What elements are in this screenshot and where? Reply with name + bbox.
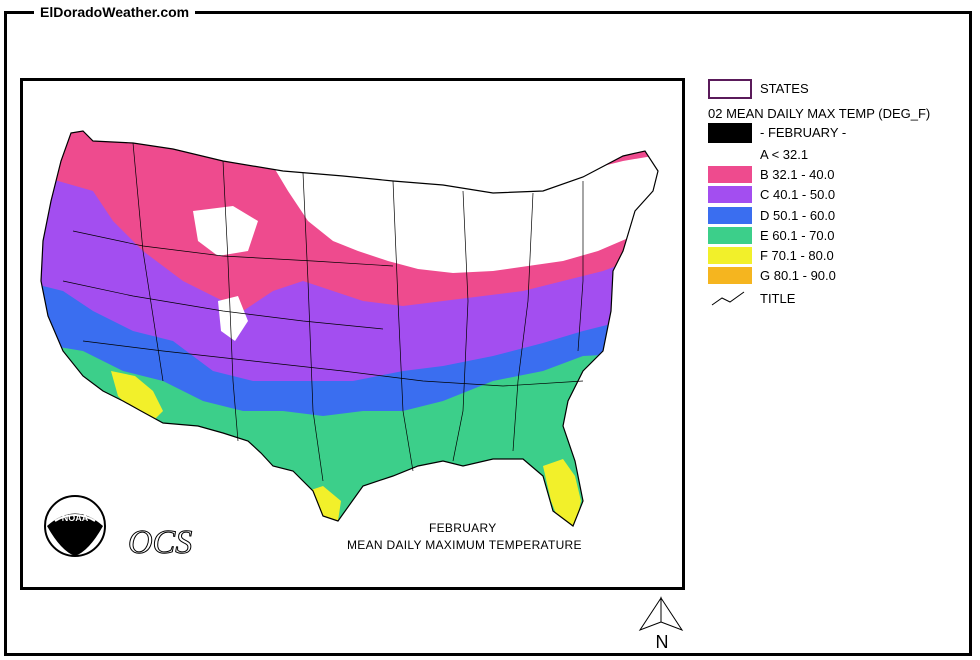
legend-class-label: A < 32.1: [760, 147, 809, 162]
legend-class-row: F 70.1 - 80.0: [708, 247, 834, 264]
map-caption-title: MEAN DAILY MAXIMUM TEMPERATURE: [347, 538, 582, 552]
site-title[interactable]: ElDoradoWeather.com: [34, 4, 196, 20]
legend-title-label: TITLE: [760, 291, 796, 306]
us-outline: [40, 130, 659, 527]
legend-class-label: B 32.1 - 40.0: [760, 167, 835, 183]
map-caption-month: FEBRUARY: [429, 521, 497, 535]
noaa-logo: NOAA: [44, 495, 106, 557]
legend-class-label: F 70.1 - 80.0: [760, 248, 834, 263]
legend-class-swatch: [708, 226, 752, 244]
month-swatch: [708, 122, 752, 143]
map-panel: NOAA OCS FEBRUARY MEAN DAILY MAXIMUM TEM…: [20, 78, 685, 590]
legend-class-label: D 50.1 - 60.0: [760, 207, 836, 223]
legend-class-label: E 60.1 - 70.0: [760, 227, 835, 243]
legend-class-row: G 80.1 - 90.0: [708, 267, 836, 285]
legend-class-label: G 80.1 - 90.0: [760, 268, 836, 284]
legend-class-swatch: [708, 267, 752, 285]
legend-title-row: TITLE: [708, 290, 795, 307]
states-swatch: [708, 78, 752, 99]
legend-class-row: B 32.1 - 40.0: [708, 166, 835, 184]
legend-states: STATES: [708, 78, 809, 99]
legend-states-label: STATES: [760, 81, 809, 96]
svg-text:NOAA: NOAA: [62, 513, 89, 523]
legend-class-swatch: [708, 206, 752, 224]
outer-frame: [4, 11, 972, 656]
state-boundaries: [62, 142, 584, 482]
ocs-logo: OCS: [128, 524, 192, 561]
legend-class-swatch: [708, 166, 752, 184]
legend-month: - FEBRUARY -: [708, 122, 847, 143]
north-arrow-icon: N: [638, 596, 684, 652]
title-line-icon: [711, 291, 745, 306]
legend-variable-label: 02 MEAN DAILY MAX TEMP (DEG_F): [708, 106, 931, 121]
legend-class-swatch: [708, 247, 752, 264]
legend-class-row: A < 32.1: [708, 146, 808, 163]
legend-class-label: C 40.1 - 50.0: [760, 187, 836, 203]
north-label: N: [656, 632, 669, 652]
legend-month-label: - FEBRUARY -: [760, 125, 847, 140]
legend-class-swatch: [708, 186, 752, 204]
legend-class-swatch: [708, 146, 752, 163]
temperature-map: NOAA OCS: [40, 130, 659, 562]
legend-class-row: E 60.1 - 70.0: [708, 226, 835, 244]
legend-class-row: D 50.1 - 60.0: [708, 206, 836, 224]
legend-class-row: C 40.1 - 50.0: [708, 186, 836, 204]
